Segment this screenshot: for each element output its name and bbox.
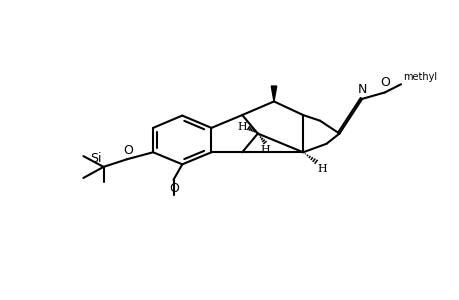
Text: O: O: [380, 76, 390, 89]
Polygon shape: [271, 86, 276, 101]
Text: H: H: [237, 122, 246, 132]
Text: H: H: [260, 145, 270, 155]
Text: O: O: [169, 182, 179, 195]
Text: H: H: [317, 164, 327, 174]
Text: O: O: [123, 144, 133, 157]
Text: N: N: [358, 83, 367, 96]
Text: Si: Si: [90, 152, 102, 165]
Text: methyl: methyl: [403, 72, 437, 82]
